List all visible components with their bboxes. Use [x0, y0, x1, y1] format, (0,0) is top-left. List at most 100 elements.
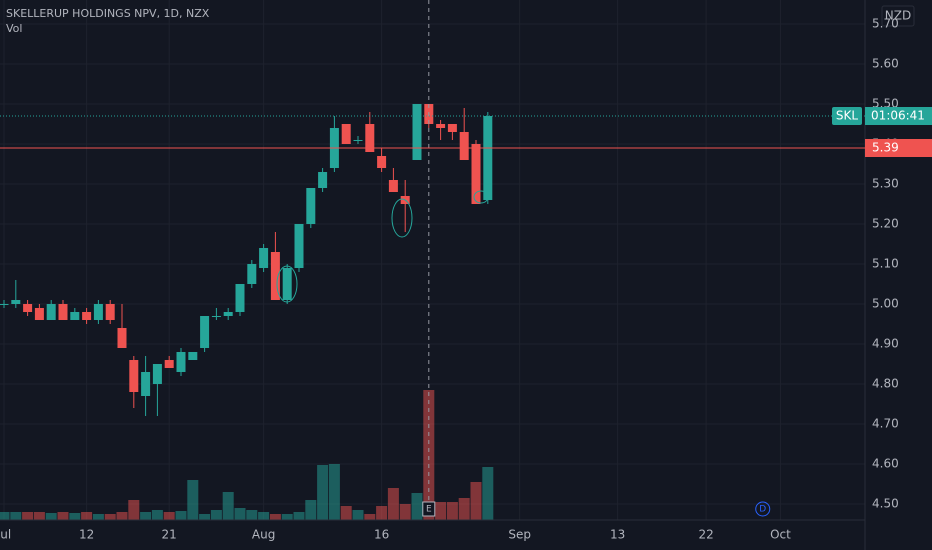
x-tick-label: Sep: [508, 528, 531, 542]
candle-body: [306, 188, 316, 224]
event-box: [422, 501, 436, 517]
event-label: E: [426, 505, 432, 515]
candle-body: [46, 304, 56, 320]
annotation-ellipse: [473, 190, 489, 204]
x-tick-label: 21: [162, 528, 177, 542]
volume-bar: [140, 512, 152, 520]
volume-bar: [376, 506, 388, 520]
volume-bar: [45, 513, 57, 520]
y-tick-label: 5.60: [872, 57, 899, 71]
candle-body: [0, 304, 9, 305]
candle-body: [223, 312, 233, 316]
candle-body: [141, 372, 151, 396]
currency-box[interactable]: [881, 5, 915, 27]
marked-price-label: 5.39: [872, 141, 899, 155]
candle-body: [353, 140, 363, 141]
candle-body: [105, 304, 115, 320]
volume-bar: [210, 510, 222, 520]
volume-bar: [175, 511, 187, 520]
volume-bar: [104, 514, 116, 520]
volume-bar: [234, 508, 246, 520]
candle-body: [11, 300, 21, 304]
x-tick-label: Oct: [770, 528, 791, 542]
candle-body: [188, 352, 198, 360]
volume-bar: [187, 480, 199, 520]
volume-bar: [151, 510, 163, 520]
candle-body: [365, 124, 375, 152]
volume-bar: [328, 464, 340, 520]
x-tick-label: Jul: [0, 528, 11, 542]
volume-bar: [116, 512, 128, 520]
annotation-ellipse: [391, 198, 413, 238]
event-circle: [755, 501, 771, 517]
candle-body: [164, 360, 174, 368]
candle-body: [341, 124, 351, 144]
candle-body: [412, 104, 422, 160]
y-tick-label: 5.20: [872, 217, 899, 231]
candle-body: [152, 364, 162, 384]
x-tick-label: 13: [610, 528, 625, 542]
volume-bar: [0, 512, 10, 520]
volume-bar: [482, 467, 494, 520]
candle-body: [483, 116, 493, 200]
volume-bar: [199, 514, 211, 520]
candle-body: [447, 124, 457, 132]
volume-bar: [387, 488, 399, 520]
volume-bar: [470, 482, 482, 520]
volume-label: Vol: [6, 22, 22, 35]
volume-bar: [352, 510, 364, 520]
candle-body: [282, 268, 292, 300]
candle-body: [388, 180, 398, 192]
volume-bar: [399, 504, 411, 520]
volume-bar: [33, 512, 45, 520]
y-tick-label: 5.70: [872, 17, 899, 31]
candle-body: [270, 252, 280, 300]
volume-bar: [258, 512, 270, 520]
y-tick-label: 4.50: [872, 497, 899, 511]
candle-body: [34, 308, 44, 320]
y-tick-label: 5.00: [872, 297, 899, 311]
volume-bar: [92, 514, 104, 520]
candle-body: [23, 304, 33, 312]
candle-body: [129, 360, 139, 392]
chart-title: SKELLERUP HOLDINGS NPV, 1D, NZX: [6, 7, 210, 20]
event-label: D: [759, 505, 766, 515]
candle-body: [471, 144, 481, 204]
volume-bar: [435, 502, 447, 520]
candle-body: [200, 316, 210, 348]
volume-bar: [269, 514, 281, 520]
volume-bar: [340, 506, 352, 520]
volume-bar: [246, 510, 258, 520]
volume-bar: [163, 512, 175, 520]
candle-body: [294, 224, 304, 268]
y-tick-label: 4.80: [872, 377, 899, 391]
candle-body: [436, 124, 446, 128]
volume-bar: [446, 502, 458, 520]
candle-body: [117, 328, 127, 348]
x-tick-label: 16: [374, 528, 389, 542]
y-tick-label: 5.30: [872, 177, 899, 191]
volume-bar: [458, 498, 470, 520]
volume-bar: [293, 512, 305, 520]
volume-bar: [222, 492, 234, 520]
marked-price-tag: [865, 139, 932, 157]
x-tick-label: 22: [698, 528, 713, 542]
candle-body: [259, 248, 269, 268]
currency[interactable]: NZD: [885, 9, 911, 23]
candle-body: [176, 352, 186, 372]
volume-bar: [423, 390, 435, 520]
y-tick-label: 4.90: [872, 337, 899, 351]
annotation-ellipse: [276, 265, 298, 303]
volume-bar: [57, 512, 69, 520]
countdown-tag: [865, 107, 932, 125]
volume-bar: [317, 465, 329, 520]
candle-body: [211, 316, 221, 317]
candle-body: [377, 156, 387, 168]
volume-bar: [22, 512, 34, 520]
candle-body: [93, 304, 103, 320]
y-tick-label: 5.10: [872, 257, 899, 271]
x-tick-label: 12: [79, 528, 94, 542]
candle-body: [459, 132, 469, 160]
symbol: SKL: [836, 109, 858, 123]
